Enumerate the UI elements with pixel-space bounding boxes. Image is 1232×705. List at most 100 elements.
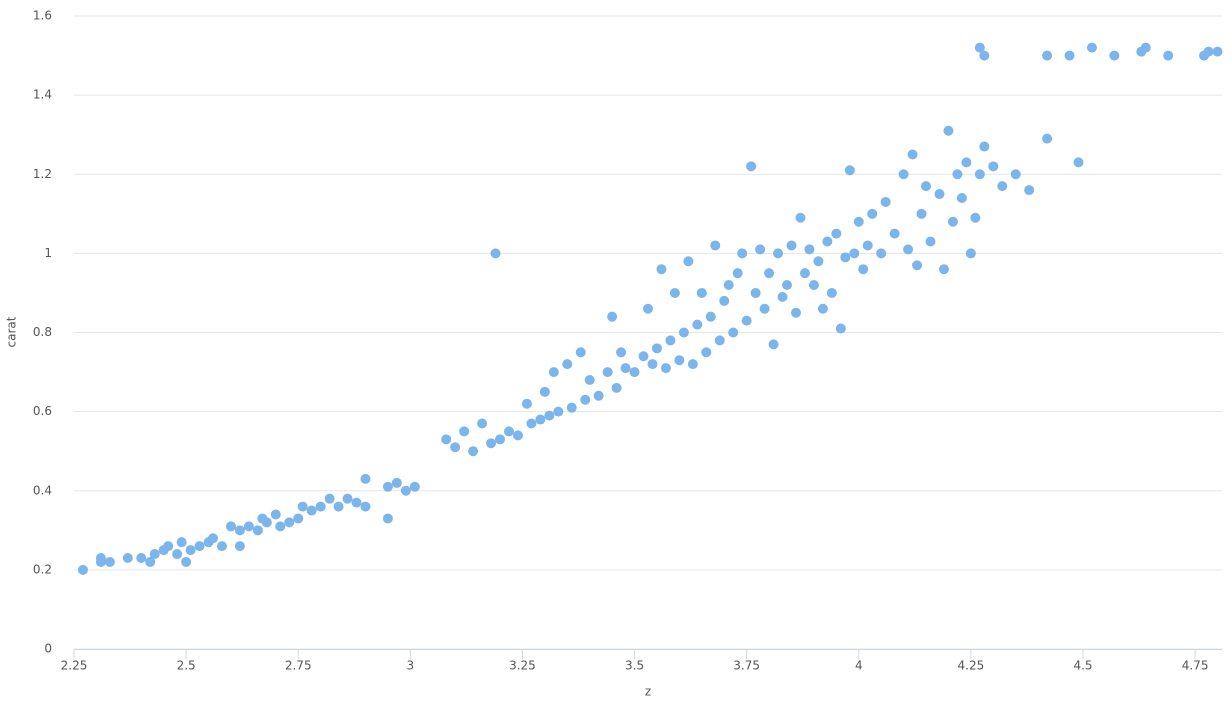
point xyxy=(674,355,685,366)
point xyxy=(710,240,721,251)
y-tick-label: 1.6 xyxy=(33,9,52,23)
x-axis-title: z xyxy=(645,685,651,699)
point xyxy=(234,541,245,552)
point xyxy=(149,549,160,560)
point xyxy=(391,477,402,488)
point xyxy=(284,517,295,528)
point xyxy=(584,374,595,385)
point xyxy=(714,335,725,346)
point xyxy=(840,252,851,263)
point xyxy=(234,525,245,536)
point xyxy=(925,236,936,247)
y-axis-title: carat xyxy=(5,316,19,347)
point xyxy=(790,307,801,318)
point xyxy=(95,553,106,564)
point xyxy=(692,319,703,330)
point xyxy=(907,149,918,160)
point xyxy=(961,157,972,168)
x-tick-label: 4 xyxy=(855,659,863,673)
y-tick-label: 1 xyxy=(44,246,52,260)
point xyxy=(1086,42,1097,53)
point xyxy=(575,347,586,358)
point xyxy=(903,244,914,255)
point xyxy=(324,493,335,504)
point xyxy=(813,256,824,267)
point xyxy=(208,533,219,544)
point xyxy=(486,438,497,449)
point xyxy=(1024,185,1035,196)
point xyxy=(409,481,420,492)
point xyxy=(849,248,860,259)
point xyxy=(831,228,842,239)
point xyxy=(382,481,393,492)
point xyxy=(862,240,873,251)
point xyxy=(176,537,187,548)
point xyxy=(651,343,662,354)
point xyxy=(122,553,133,564)
point xyxy=(607,311,618,322)
point xyxy=(647,359,658,370)
point xyxy=(817,303,828,314)
point xyxy=(678,327,689,338)
point xyxy=(185,545,196,556)
point xyxy=(216,541,227,552)
point xyxy=(965,248,976,259)
point xyxy=(997,181,1008,192)
point xyxy=(768,339,779,350)
point xyxy=(1212,46,1223,57)
point xyxy=(468,446,479,457)
point xyxy=(880,196,891,207)
point xyxy=(611,382,622,393)
point xyxy=(719,295,730,306)
point xyxy=(665,335,676,346)
point xyxy=(252,525,263,536)
point xyxy=(835,323,846,334)
point xyxy=(490,248,501,259)
point xyxy=(477,418,488,429)
point xyxy=(1042,50,1053,61)
point xyxy=(620,363,631,374)
point xyxy=(808,280,819,291)
point xyxy=(970,212,981,223)
point xyxy=(687,359,698,370)
point xyxy=(145,556,156,567)
point xyxy=(974,42,985,53)
point xyxy=(544,410,555,421)
point xyxy=(853,216,864,227)
point xyxy=(750,287,761,298)
point xyxy=(1010,169,1021,180)
point xyxy=(629,367,640,378)
point xyxy=(194,541,205,552)
x-tick-label: 3.75 xyxy=(733,659,760,673)
point xyxy=(450,442,461,453)
point xyxy=(643,303,653,314)
x-tick-label: 3.25 xyxy=(509,659,536,673)
point xyxy=(360,473,371,484)
point xyxy=(1064,50,1075,61)
point xyxy=(656,264,667,275)
point xyxy=(934,189,945,200)
point xyxy=(943,125,954,136)
point xyxy=(826,287,837,298)
y-tick-label: 0.2 xyxy=(33,562,52,576)
point xyxy=(916,208,927,219)
point xyxy=(261,517,272,528)
point xyxy=(602,367,613,378)
y-tick-label: 1.4 xyxy=(33,88,52,102)
point xyxy=(947,216,958,227)
point xyxy=(876,248,887,259)
y-tick-label: 1.2 xyxy=(33,167,52,181)
point xyxy=(683,256,694,267)
point xyxy=(293,513,304,524)
point xyxy=(360,501,371,512)
point xyxy=(562,359,573,370)
x-tick-label: 2.75 xyxy=(285,659,312,673)
point xyxy=(938,264,949,275)
x-tick-label: 3 xyxy=(407,659,415,673)
point xyxy=(822,236,833,247)
point xyxy=(566,402,577,413)
x-tick-label: 4.25 xyxy=(958,659,985,673)
y-tick-label: 0 xyxy=(44,642,52,656)
